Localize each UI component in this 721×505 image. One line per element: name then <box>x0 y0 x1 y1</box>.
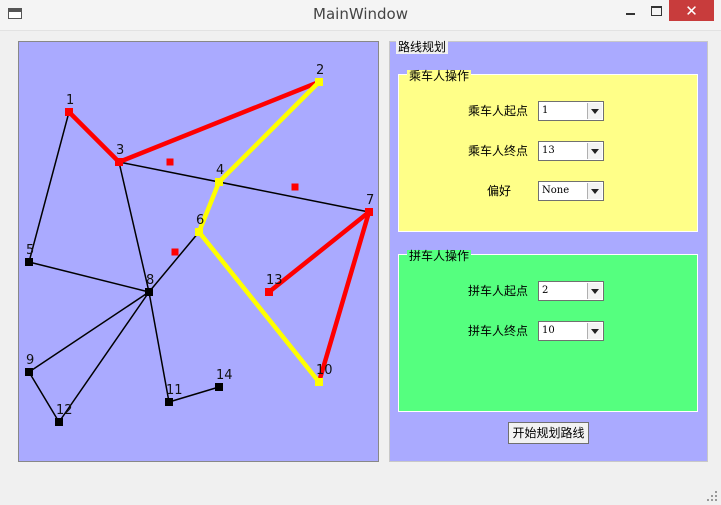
rider-operations-title: 乘车人操作 <box>407 69 472 83</box>
start-planning-button[interactable]: 开始规划路线 <box>508 422 589 444</box>
carpool-start-value: 2 <box>542 285 549 296</box>
graph-node[interactable] <box>115 158 123 166</box>
graph-edge <box>28 291 150 373</box>
maximize-button[interactable] <box>643 0 669 21</box>
graph-node[interactable] <box>215 178 223 186</box>
preference-select[interactable]: None <box>538 181 604 201</box>
chevron-down-icon[interactable] <box>587 323 602 339</box>
graph-edge <box>28 371 60 423</box>
resize-grip-icon[interactable] <box>707 491 717 501</box>
node-label: 14 <box>216 368 233 383</box>
chevron-down-icon[interactable] <box>587 183 602 199</box>
node-label: 6 <box>196 213 204 228</box>
title-bar: MainWindow ✕ <box>0 0 721 31</box>
carpool-end-select[interactable]: 10 <box>538 321 604 341</box>
waypoint-marker <box>171 248 179 256</box>
carpool-start-select[interactable]: 2 <box>538 281 604 301</box>
carpool-end-label: 拼车人终点 <box>467 324 528 338</box>
carpool-route-segment <box>196 179 222 235</box>
rider-end-select[interactable]: 13 <box>538 141 604 161</box>
node-label: 13 <box>266 273 283 288</box>
carpool-end-value: 10 <box>542 325 555 336</box>
graph-edge <box>118 161 150 293</box>
graph-node[interactable] <box>165 398 173 406</box>
chevron-down-icon[interactable] <box>587 143 602 159</box>
graph-edge <box>148 291 170 403</box>
graph-node[interactable] <box>215 383 223 391</box>
node-label: 10 <box>316 363 333 378</box>
window-title: MainWindow <box>313 5 408 23</box>
node-label: 11 <box>166 383 183 398</box>
graph-node[interactable] <box>315 78 323 86</box>
waypoint-marker <box>166 158 174 166</box>
graph-edge <box>168 386 220 403</box>
graph-edge <box>28 261 150 293</box>
graph-node[interactable] <box>55 418 63 426</box>
node-label: 3 <box>116 143 124 158</box>
node-label: 12 <box>56 403 73 418</box>
route-planning-title: 路线规划 <box>396 40 449 54</box>
waypoint-marker <box>291 183 299 191</box>
graph-node[interactable] <box>265 288 273 296</box>
carpool-start-label: 拼车人起点 <box>467 284 528 298</box>
node-label: 9 <box>26 353 34 368</box>
maximize-icon <box>650 5 662 16</box>
minimize-button[interactable] <box>617 0 643 21</box>
carpool-operations-title: 拼车人操作 <box>407 249 472 263</box>
chevron-down-icon[interactable] <box>587 283 602 299</box>
app-window-icon <box>8 8 22 19</box>
node-label: 8 <box>146 273 154 288</box>
chevron-down-icon[interactable] <box>587 103 602 119</box>
rider-route-segment <box>266 209 372 295</box>
carpool-route-segment <box>216 79 322 185</box>
graph-edge <box>148 231 200 293</box>
graph-node[interactable] <box>145 288 153 296</box>
preference-value: None <box>542 185 570 196</box>
rider-start-value: 1 <box>542 105 549 116</box>
rider-route-segment <box>66 109 122 165</box>
node-label: 5 <box>26 243 34 258</box>
graph-node[interactable] <box>25 258 33 266</box>
rider-start-label: 乘车人起点 <box>467 104 528 118</box>
minimize-icon <box>625 12 635 15</box>
node-label: 1 <box>66 93 74 108</box>
graph-edge <box>28 111 70 263</box>
node-label: 4 <box>216 163 224 178</box>
rider-route-segment <box>316 209 372 385</box>
graph-node[interactable] <box>365 208 373 216</box>
close-button[interactable]: ✕ <box>669 0 714 21</box>
rider-end-label: 乘车人终点 <box>467 144 528 158</box>
graph-node[interactable] <box>65 108 73 116</box>
graph-node[interactable] <box>315 378 323 386</box>
graph-edge <box>58 291 150 423</box>
rider-start-select[interactable]: 1 <box>538 101 604 121</box>
node-label: 2 <box>316 63 324 78</box>
map-canvas[interactable]: 1 2 3 4 5 6 7 8 9 10 11 12 13 14 <box>18 41 379 462</box>
graph-node[interactable] <box>195 228 203 236</box>
carpool-route-segment <box>196 229 322 385</box>
node-label: 7 <box>366 193 374 208</box>
rider-route-segment <box>116 79 322 165</box>
close-icon: ✕ <box>685 1 698 20</box>
graph-edge <box>118 161 370 213</box>
preference-label: 偏好 <box>486 184 511 198</box>
graph-node[interactable] <box>25 368 33 376</box>
rider-operations-group: 乘车人操作 <box>398 70 698 232</box>
rider-end-value: 13 <box>542 145 555 156</box>
